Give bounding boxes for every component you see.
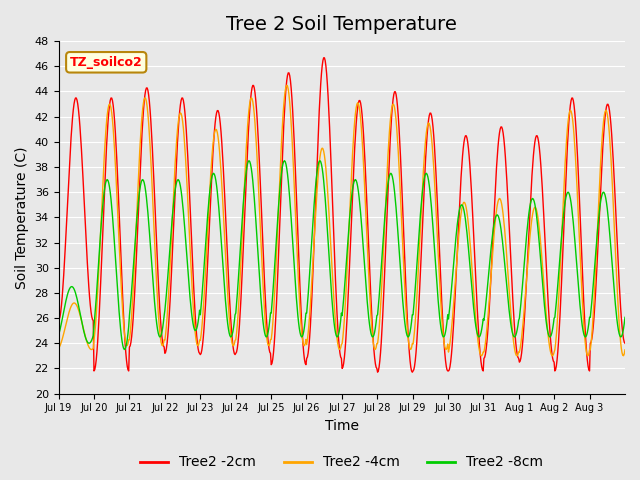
Tree2 -8cm [54,333,62,338]
Tree2 -2cm [320,55,328,60]
Tree2 -8cm [402,326,410,332]
Line: Tree2 -8cm: Tree2 -8cm [58,161,625,349]
Tree2 -4cm [54,346,62,351]
Title: Tree 2 Soil Temperature: Tree 2 Soil Temperature [227,15,457,34]
Tree2 -2cm [225,288,233,294]
Tree2 -2cm [54,318,62,324]
Tree2 -8cm [120,347,128,352]
Tree2 -8cm [245,158,253,164]
Tree2 -4cm [401,288,409,294]
Tree2 -2cm [253,117,261,123]
Tree2 -2cm [621,340,629,346]
Legend: Tree2 -2cm, Tree2 -4cm, Tree2 -8cm: Tree2 -2cm, Tree2 -4cm, Tree2 -8cm [135,450,549,475]
Tree2 -8cm [226,333,234,338]
Tree2 -4cm [253,157,261,163]
Tree2 -4cm [283,82,291,88]
Line: Tree2 -4cm: Tree2 -4cm [58,85,625,356]
Tree2 -8cm [276,183,284,189]
Tree2 -4cm [548,353,556,359]
Tree2 -8cm [122,345,129,350]
Tree2 -4cm [433,220,440,226]
Text: TZ_soilco2: TZ_soilco2 [70,56,143,69]
Tree2 -4cm [275,202,282,208]
Line: Tree2 -2cm: Tree2 -2cm [58,58,625,372]
Tree2 -4cm [121,336,129,341]
Tree2 -2cm [402,279,410,285]
Tree2 -2cm [121,339,129,345]
Tree2 -2cm [374,369,381,375]
Tree2 -8cm [255,262,262,268]
Tree2 -8cm [433,288,441,294]
Tree2 -4cm [621,347,629,353]
Tree2 -2cm [275,250,282,255]
Tree2 -2cm [433,201,441,206]
X-axis label: Time: Time [324,419,359,433]
Tree2 -4cm [225,313,233,319]
Y-axis label: Soil Temperature (C): Soil Temperature (C) [15,146,29,288]
Tree2 -8cm [621,314,629,320]
